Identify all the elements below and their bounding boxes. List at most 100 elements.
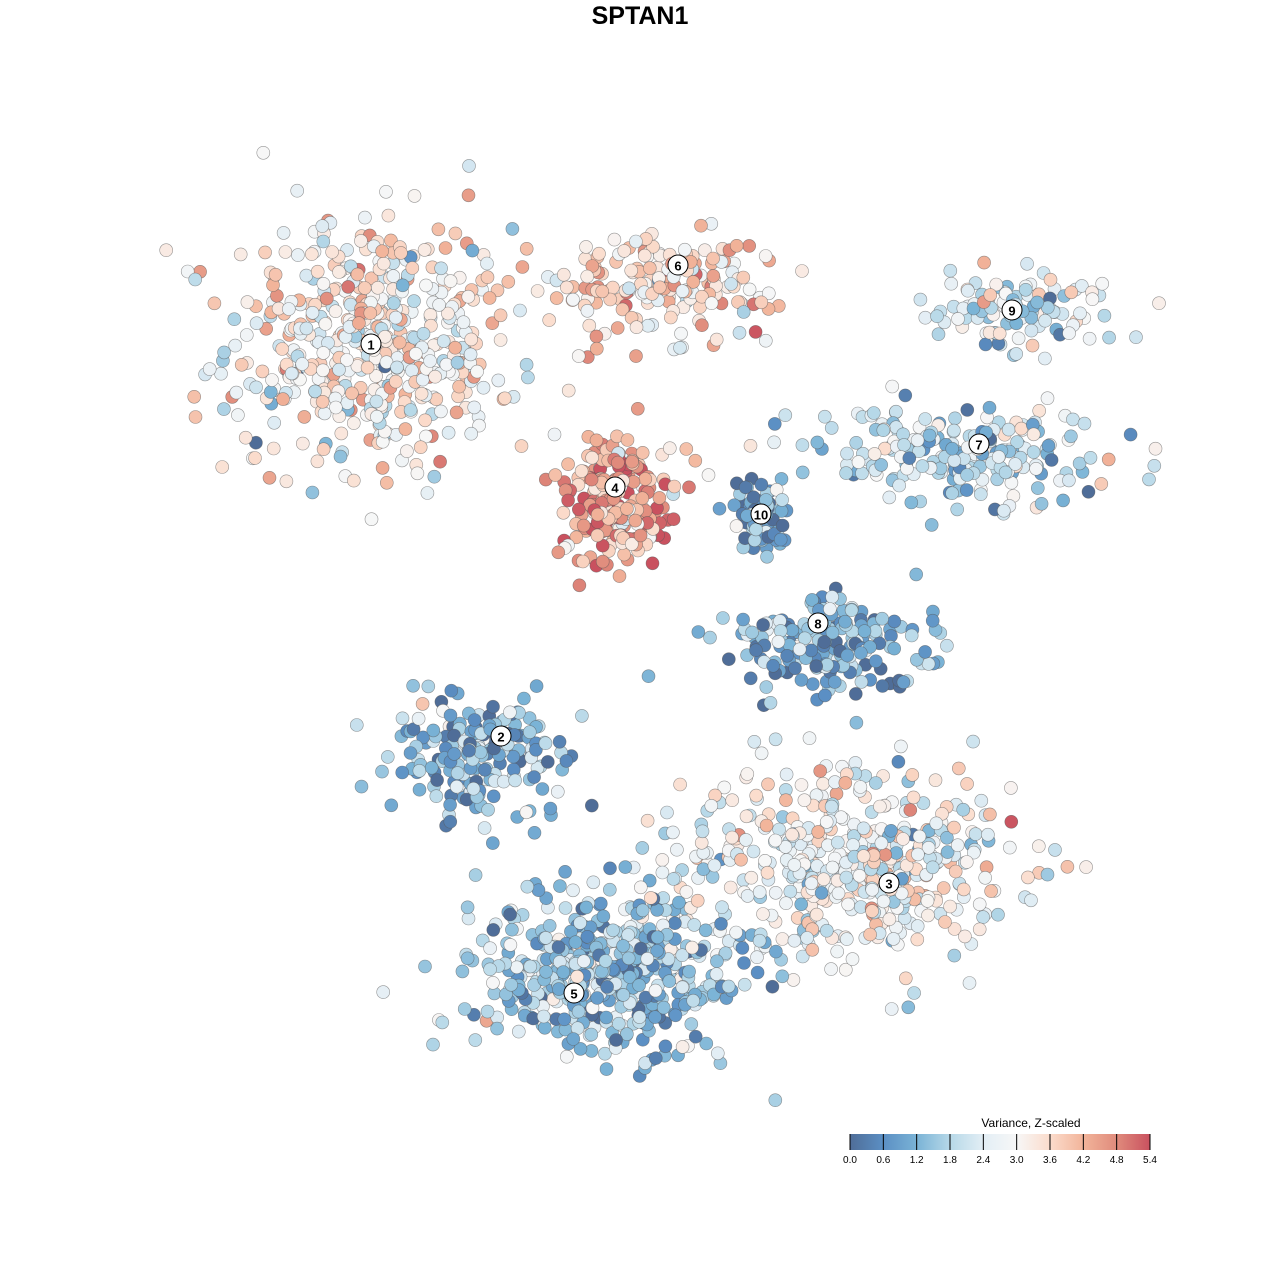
cell-point-cluster-3: [974, 793, 989, 808]
cell-point-cluster-3: [824, 962, 838, 976]
cell-point-cluster-2: [443, 797, 457, 812]
cell-point-cluster-3: [759, 818, 774, 833]
cell-point-cluster-5: [721, 979, 736, 994]
cell-point-cluster-3: [920, 894, 935, 908]
cell-point-cluster-6: [566, 292, 580, 307]
cell-point-cluster-4: [612, 569, 627, 583]
cell-point-cluster-2: [552, 734, 567, 749]
cell-point-cluster-1: [188, 410, 203, 424]
cell-point-cluster-1: [434, 404, 448, 419]
cell-point-cluster-1: [297, 410, 312, 424]
cell-point-cluster-1: [233, 247, 248, 262]
cell-point-cluster-5: [590, 991, 605, 1005]
cell-point-cluster-5: [616, 988, 631, 1002]
cell-point-cluster-1: [316, 442, 331, 457]
cell-point-cluster-4: [571, 502, 586, 517]
cell-point-cluster-2: [426, 723, 441, 738]
cell-point-cluster-5: [570, 969, 585, 984]
cell-point-cluster-2: [481, 802, 495, 817]
cell-point-cluster-8: [759, 680, 774, 694]
cell-point-cluster-1: [188, 272, 202, 287]
cell-point-cluster-1: [217, 345, 231, 360]
cell-point-cluster-9: [1073, 306, 1087, 321]
cell-point-cluster-7: [882, 490, 897, 505]
cell-point-cluster-1: [407, 189, 422, 203]
cell-point-cluster-3: [779, 793, 793, 808]
cell-point-cluster-7: [851, 455, 866, 469]
cell-point-cluster-3: [856, 849, 871, 863]
cell-point-cluster-9: [978, 337, 993, 352]
cell-point-cluster-3: [749, 788, 764, 803]
cell-point-cluster-3: [729, 925, 743, 940]
cell-point-cluster-1: [388, 310, 403, 325]
cell-point-cluster-5: [509, 960, 524, 975]
cell-point-cluster-4: [611, 455, 625, 470]
cell-point-cluster-5: [559, 1049, 574, 1064]
cell-point-cluster-5: [557, 1012, 572, 1027]
cell-point-cluster-9: [983, 288, 998, 302]
cell-point-cluster-8: [887, 641, 902, 656]
cell-point-cluster-5: [596, 909, 611, 924]
cell-point-cluster-3: [976, 910, 990, 924]
cell-point-cluster-2: [349, 718, 364, 732]
cell-point-cluster-7: [1031, 481, 1045, 495]
cell-point-cluster-10: [729, 519, 744, 533]
cell-point-cluster-7: [1032, 403, 1046, 418]
cell-point-cluster-8: [854, 646, 868, 660]
cell-point-cluster-3: [1004, 781, 1018, 795]
cell-point-cluster-7: [918, 412, 933, 426]
cell-point-cluster-5: [632, 978, 646, 993]
cell-point-cluster-1: [267, 415, 282, 430]
cell-point-cluster-8: [785, 623, 800, 638]
cell-point-cluster-8: [788, 661, 802, 676]
cell-point-cluster-8: [921, 657, 936, 671]
cell-point-cluster-6: [589, 341, 604, 356]
cell-point-cluster-7: [982, 400, 997, 415]
cell-point-cluster-1: [369, 394, 384, 409]
cell-point-cluster-1: [234, 357, 249, 372]
cell-point-cluster-1: [561, 383, 576, 398]
cell-point-cluster-2: [550, 784, 565, 799]
cell-point-cluster-3: [936, 881, 951, 895]
cell-point-cluster-2: [543, 801, 558, 816]
cell-point-cluster-5: [675, 980, 690, 995]
cell-point-cluster-8: [756, 618, 770, 632]
cell-point-cluster-1: [419, 278, 433, 293]
cell-point-cluster-3: [794, 778, 809, 792]
cell-point-cluster-5: [611, 1016, 626, 1031]
cell-point-cluster-1: [417, 243, 432, 257]
cell-point-cluster-3: [928, 773, 943, 788]
cell-point-cluster-1: [428, 369, 442, 384]
cell-point-cluster-1: [480, 256, 494, 271]
cell-point-cluster-1: [316, 346, 331, 360]
cell-point-cluster-1: [376, 256, 391, 271]
cell-point-cluster-3: [1032, 839, 1046, 854]
cell-point-cluster-3: [956, 802, 971, 817]
cell-point-cluster-1: [317, 406, 332, 421]
cell-point-cluster-3: [991, 907, 1005, 922]
cell-point-cluster-3: [811, 825, 826, 839]
cell-point-cluster-9: [943, 263, 958, 278]
cell-point-cluster-5: [586, 875, 601, 890]
cell-point-cluster-1: [238, 430, 253, 445]
cell-point-cluster-1: [354, 234, 368, 248]
cell-point-cluster-8: [909, 567, 924, 582]
cell-point-cluster-3: [1048, 843, 1062, 857]
cell-point-cluster-8: [743, 671, 758, 686]
cell-point-cluster-8: [818, 688, 832, 703]
cell-point-cluster-2: [584, 798, 599, 813]
cell-point-cluster-3: [715, 900, 729, 915]
cell-point-cluster-6: [709, 332, 724, 347]
cell-point-cluster-3: [956, 882, 971, 897]
cell-point-cluster-7: [947, 453, 962, 468]
cell-point-cluster-1: [386, 269, 401, 283]
cell-point-cluster-10: [754, 477, 769, 492]
legend-tick-label: 0.6: [876, 1155, 890, 1166]
cell-point-cluster-2: [503, 705, 517, 720]
cell-point-cluster-1: [187, 389, 201, 404]
cell-point-cluster-2: [444, 683, 459, 698]
cell-point-cluster-9: [1043, 272, 1058, 287]
cell-point-cluster-4: [635, 491, 650, 506]
cell-point-cluster-7: [1026, 445, 1041, 459]
cell-point-cluster-9: [1064, 285, 1079, 300]
